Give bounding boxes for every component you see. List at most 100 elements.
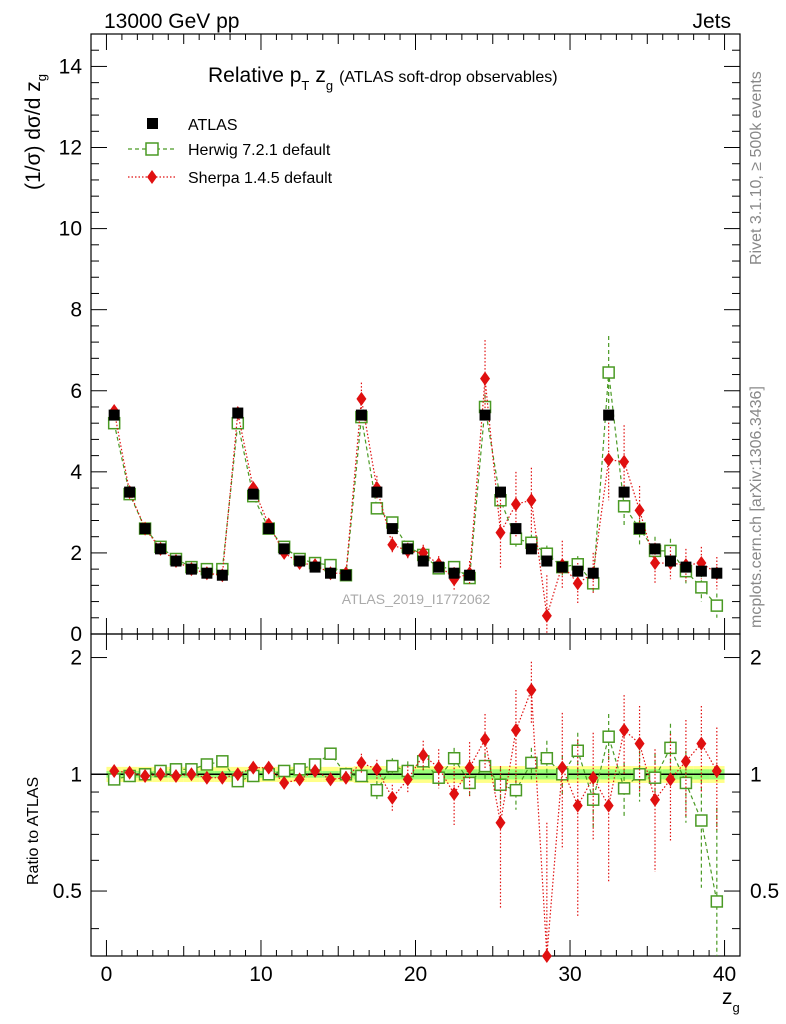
atlas-point	[572, 565, 584, 577]
legend-atlas-marker	[147, 118, 158, 129]
atlas-point	[355, 409, 367, 421]
atlas-point	[185, 563, 197, 575]
sherpa-ratio-line	[114, 689, 718, 957]
sherpa-ratio-point	[294, 772, 305, 787]
x-tick-label: 10	[249, 963, 272, 986]
sherpa-ratio-point	[387, 790, 398, 805]
sherpa-ratio-point	[480, 732, 491, 747]
atlas-point	[309, 561, 321, 573]
x-axis-label: zg	[722, 986, 740, 1015]
herwig-ratio-point	[447, 751, 461, 765]
herwig-ratio-point	[602, 730, 615, 743]
sherpa-ratio-point	[619, 723, 630, 738]
y-axis-label: (1/σ) dσ/d zg	[22, 74, 49, 190]
herwig-ratio-point	[509, 783, 523, 797]
sherpa-ratio-point	[665, 772, 676, 787]
atlas-point	[556, 561, 568, 573]
y-tick-label: 10	[59, 218, 82, 241]
atlas-point	[278, 543, 290, 555]
atlas-point	[711, 567, 723, 579]
sherpa-ratio-point	[557, 760, 568, 775]
herwig-ratio-point	[324, 747, 337, 760]
header-process: 13000 GeV pp	[104, 10, 240, 33]
sherpa-ratio-point	[449, 786, 460, 801]
legend: ATLAS Herwig 7.2.1 default Sherpa 1.4.5 …	[128, 117, 333, 187]
ratio-tick-label: 0.5	[750, 880, 779, 903]
atlas-point	[417, 555, 429, 567]
header-category: Jets	[692, 10, 731, 33]
atlas-point	[541, 555, 553, 567]
sherpa-ratio-point	[495, 815, 506, 830]
sherpa-point	[495, 525, 506, 540]
atlas-point	[216, 569, 228, 581]
ratio-tick-label: 2	[70, 647, 82, 670]
y-tick-label: 12	[59, 137, 82, 160]
sherpa-ratio-point	[371, 762, 382, 777]
atlas-point	[325, 567, 337, 579]
atlas-point	[340, 569, 352, 581]
sherpa-ratio-point	[325, 772, 336, 787]
sherpa-ratio-point	[572, 798, 583, 813]
atlas-point	[649, 543, 661, 555]
x-tick-label: 0	[101, 963, 113, 986]
atlas-point	[448, 567, 460, 579]
sherpa-ratio-point	[124, 765, 135, 780]
legend-atlas-label: ATLAS	[188, 117, 238, 134]
x-tick-label: 30	[558, 963, 581, 986]
herwig-ratio-point	[355, 769, 368, 783]
sherpa-ratio-point	[418, 748, 429, 763]
sherpa-ratio-point	[680, 754, 691, 769]
atlas-point	[232, 407, 244, 419]
sherpa-ratio-point	[170, 768, 181, 783]
legend-herwig-label: Herwig 7.2.1 default	[188, 142, 331, 159]
herwig-point	[602, 366, 615, 379]
herwig-ratio-point	[540, 751, 554, 765]
sherpa-ratio-point	[402, 772, 413, 787]
herwig-point	[710, 599, 724, 612]
sherpa-ratio-point	[588, 770, 599, 785]
sherpa-ratio-point	[603, 798, 614, 813]
ratio-tick-label: 0.5	[53, 880, 82, 903]
sherpa-ratio-point	[340, 770, 351, 785]
legend-sherpa-label: Sherpa 1.4.5 default	[188, 170, 333, 187]
atlas-point	[294, 555, 306, 567]
atlas-point	[402, 543, 414, 555]
rivet-version-label: Rivet 3.1.10, ≥ 500k events	[748, 71, 765, 265]
ratio-plot-marks	[107, 661, 724, 963]
herwig-ratio-point	[695, 814, 708, 827]
atlas-point	[247, 488, 259, 500]
herwig-point	[617, 500, 631, 513]
herwig-ratio-point	[525, 756, 538, 770]
sherpa-point	[572, 576, 583, 591]
sherpa-ratio-point	[634, 736, 645, 751]
ratio-tick-label: 2	[750, 647, 762, 670]
legend-herwig-marker	[145, 142, 159, 156]
sherpa-point	[634, 503, 645, 518]
atlas-point	[680, 561, 692, 573]
herwig-ratio-point	[216, 755, 229, 768]
atlas-point	[618, 486, 630, 498]
atlas-point	[494, 486, 506, 498]
sherpa-ratio-point	[433, 760, 444, 775]
sherpa-point	[526, 493, 537, 508]
ratio-plot-frame	[90, 633, 741, 957]
sherpa-ratio-point	[217, 770, 228, 785]
sherpa-point	[541, 608, 552, 623]
sherpa-ratio-point	[201, 770, 212, 785]
herwig-ratio-point	[617, 782, 631, 795]
herwig-ratio-point	[370, 783, 384, 797]
sherpa-point	[619, 454, 630, 469]
y-tick-label: 14	[59, 55, 83, 78]
atlas-point	[695, 565, 707, 577]
sherpa-point	[510, 497, 521, 512]
sherpa-ratio-point	[248, 760, 259, 775]
herwig-ratio-point	[200, 758, 214, 771]
atlas-point	[263, 523, 275, 535]
herwig-ratio-point	[277, 764, 291, 778]
x-tick-label: 40	[713, 963, 736, 986]
atlas-point	[525, 543, 537, 555]
ratio-y-axis-label: Ratio to ATLAS	[25, 777, 42, 885]
atlas-point	[386, 523, 398, 535]
sherpa-ratio-point	[140, 768, 151, 783]
sherpa-ratio-point	[526, 682, 537, 697]
